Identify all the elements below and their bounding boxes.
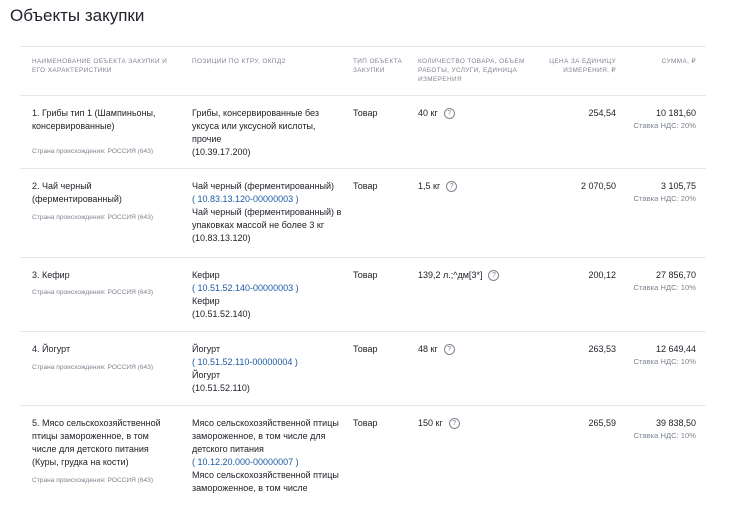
page-title: Объекты закупки	[10, 6, 145, 25]
vat-rate: Ставка НДС: 20%	[633, 194, 697, 203]
okpd2-code: (10.39.17.200)	[192, 147, 251, 157]
question-icon[interactable]: ?	[443, 108, 455, 120]
table-row: 5. Мясо сельскохозяйственной птицы замор…	[20, 406, 706, 516]
quantity: 48 кг?	[418, 343, 538, 356]
country-of-origin: Страна происхождения: РОССИЯ (643)	[32, 289, 154, 296]
position-name: Чай черный (ферментированный)	[192, 181, 335, 191]
question-icon[interactable]: ?	[446, 181, 458, 193]
sum-cell: 3 105,75 Ставка НДС: 20%	[620, 180, 697, 205]
header-sum: Сумма, ₽	[661, 58, 696, 65]
okpd2-name: Кефир	[192, 296, 220, 306]
object-type: Товар	[353, 270, 378, 280]
position-name: Мясо сельскохозяйственной птицы замороже…	[192, 418, 339, 454]
okpd2-code: (10.83.13.120)	[192, 233, 251, 243]
position-name: Кефир	[192, 270, 220, 280]
country-of-origin: Страна происхождения: РОССИЯ (643)	[32, 364, 154, 371]
quantity: 139,2 л.;^дм[3*]?	[418, 269, 538, 282]
okpd2-name: Мясо сельскохозяйственной птицы замороже…	[192, 470, 339, 493]
object-type: Товар	[353, 418, 378, 428]
country-of-origin: Страна происхождения: РОССИЯ (643)	[32, 148, 154, 155]
quantity-value: 40 кг	[418, 108, 438, 118]
unit-price: 2 070,50	[580, 181, 616, 191]
position-name: Йогурт	[192, 344, 221, 354]
ktru-positions: Чай черный (ферментированный) ( 10.83.13…	[192, 180, 342, 245]
unit-price: 265,59	[588, 418, 616, 428]
object-name: 3. Кефир	[32, 270, 70, 280]
table-row: 2. Чай черный (ферментированный) Страна …	[20, 169, 706, 258]
sum-value: 12 649,44	[655, 344, 696, 354]
header-price: Цена за единицу измерения, ₽	[549, 58, 616, 74]
okpd2-code: (10.51.52.140)	[192, 309, 251, 319]
country-of-origin: Страна происхождения: РОССИЯ (643)	[32, 214, 154, 221]
sum-value: 39 838,50	[655, 418, 696, 428]
ktru-code-link[interactable]: ( 10.51.52.140-00000003 )	[192, 283, 299, 293]
country-of-origin: Страна происхождения: РОССИЯ (643)	[32, 477, 154, 484]
question-icon[interactable]: ?	[488, 270, 500, 282]
ktru-positions: Кефир ( 10.51.52.140-00000003 ) Кефир (1…	[192, 269, 342, 321]
quantity: 150 кг?	[418, 417, 538, 430]
sum-cell: 27 856,70 Ставка НДС: 10%	[620, 269, 697, 294]
quantity-value: 1,5 кг	[418, 181, 441, 191]
sum-value: 27 856,70	[655, 270, 696, 280]
unit-price: 263,53	[588, 344, 616, 354]
procurement-objects-table: Наименование объекта закупки и его харак…	[20, 46, 706, 516]
vat-rate: Ставка НДС: 20%	[633, 121, 697, 130]
unit-price: 200,12	[588, 270, 616, 280]
sum-cell: 12 649,44 Ставка НДС: 10%	[620, 343, 697, 368]
okpd2-name: Чай черный (ферментированный) в упаковка…	[192, 207, 342, 230]
unit-price: 254,54	[588, 108, 616, 118]
okpd2-code: (10.51.52.110)	[192, 383, 250, 393]
vat-rate: Ставка НДС: 10%	[633, 357, 697, 366]
quantity-value: 48 кг	[418, 344, 438, 354]
ktru-code-link[interactable]: ( 10.51.52.110-00000004 )	[192, 357, 298, 367]
object-type: Товар	[353, 181, 378, 191]
position-name: Грибы, консервированные без уксуса или у…	[192, 108, 319, 144]
header-type: Тип объекта закупки	[353, 58, 403, 74]
header-name: Наименование объекта закупки и его харак…	[32, 58, 168, 74]
okpd2-name: Йогурт	[192, 370, 221, 380]
sum-cell: 10 181,60 Ставка НДС: 20%	[620, 107, 697, 132]
question-icon[interactable]: ?	[448, 418, 460, 430]
sum-value: 3 105,75	[660, 181, 696, 191]
quantity: 1,5 кг?	[418, 180, 538, 193]
header-quantity: Количество товара, объем работы, услуги,…	[418, 58, 525, 83]
quantity: 40 кг?	[418, 107, 538, 120]
question-icon[interactable]: ?	[443, 344, 455, 356]
vat-rate: Ставка НДС: 10%	[633, 431, 697, 440]
object-name: 1. Грибы тип 1 (Шампиньоны, консервирова…	[32, 108, 156, 131]
ktru-code-link[interactable]: ( 10.12.20.000-00000007 )	[192, 457, 299, 467]
object-name: 5. Мясо сельскохозяйственной птицы замор…	[32, 418, 161, 467]
sum-cell: 39 838,50 Ставка НДС: 10%	[620, 417, 697, 442]
object-name: 4. Йогурт	[32, 344, 71, 354]
object-type: Товар	[353, 344, 378, 354]
header-positions: Позиции по КТРУ, ОКПД2	[192, 58, 286, 65]
table-row: 3. Кефир Страна происхождения: РОССИЯ (6…	[20, 258, 706, 332]
quantity-value: 150 кг	[418, 418, 443, 428]
table-row: 4. Йогурт Страна происхождения: РОССИЯ (…	[20, 332, 706, 406]
ktru-positions: Йогурт ( 10.51.52.110-00000004 ) Йогурт …	[192, 343, 342, 395]
sum-value: 10 181,60	[655, 108, 696, 118]
vat-rate: Ставка НДС: 10%	[633, 283, 697, 292]
table-row: 1. Грибы тип 1 (Шампиньоны, консервирова…	[20, 96, 706, 169]
object-type: Товар	[353, 108, 378, 118]
object-name: 2. Чай черный (ферментированный)	[32, 181, 122, 204]
table-header: Наименование объекта закупки и его харак…	[20, 46, 706, 96]
ktru-positions: Грибы, консервированные без уксуса или у…	[192, 107, 342, 159]
ktru-positions: Мясо сельскохозяйственной птицы замороже…	[192, 417, 342, 495]
quantity-value: 139,2 л.;^дм[3*]	[418, 270, 483, 280]
ktru-code-link[interactable]: ( 10.83.13.120-00000003 )	[192, 194, 299, 204]
